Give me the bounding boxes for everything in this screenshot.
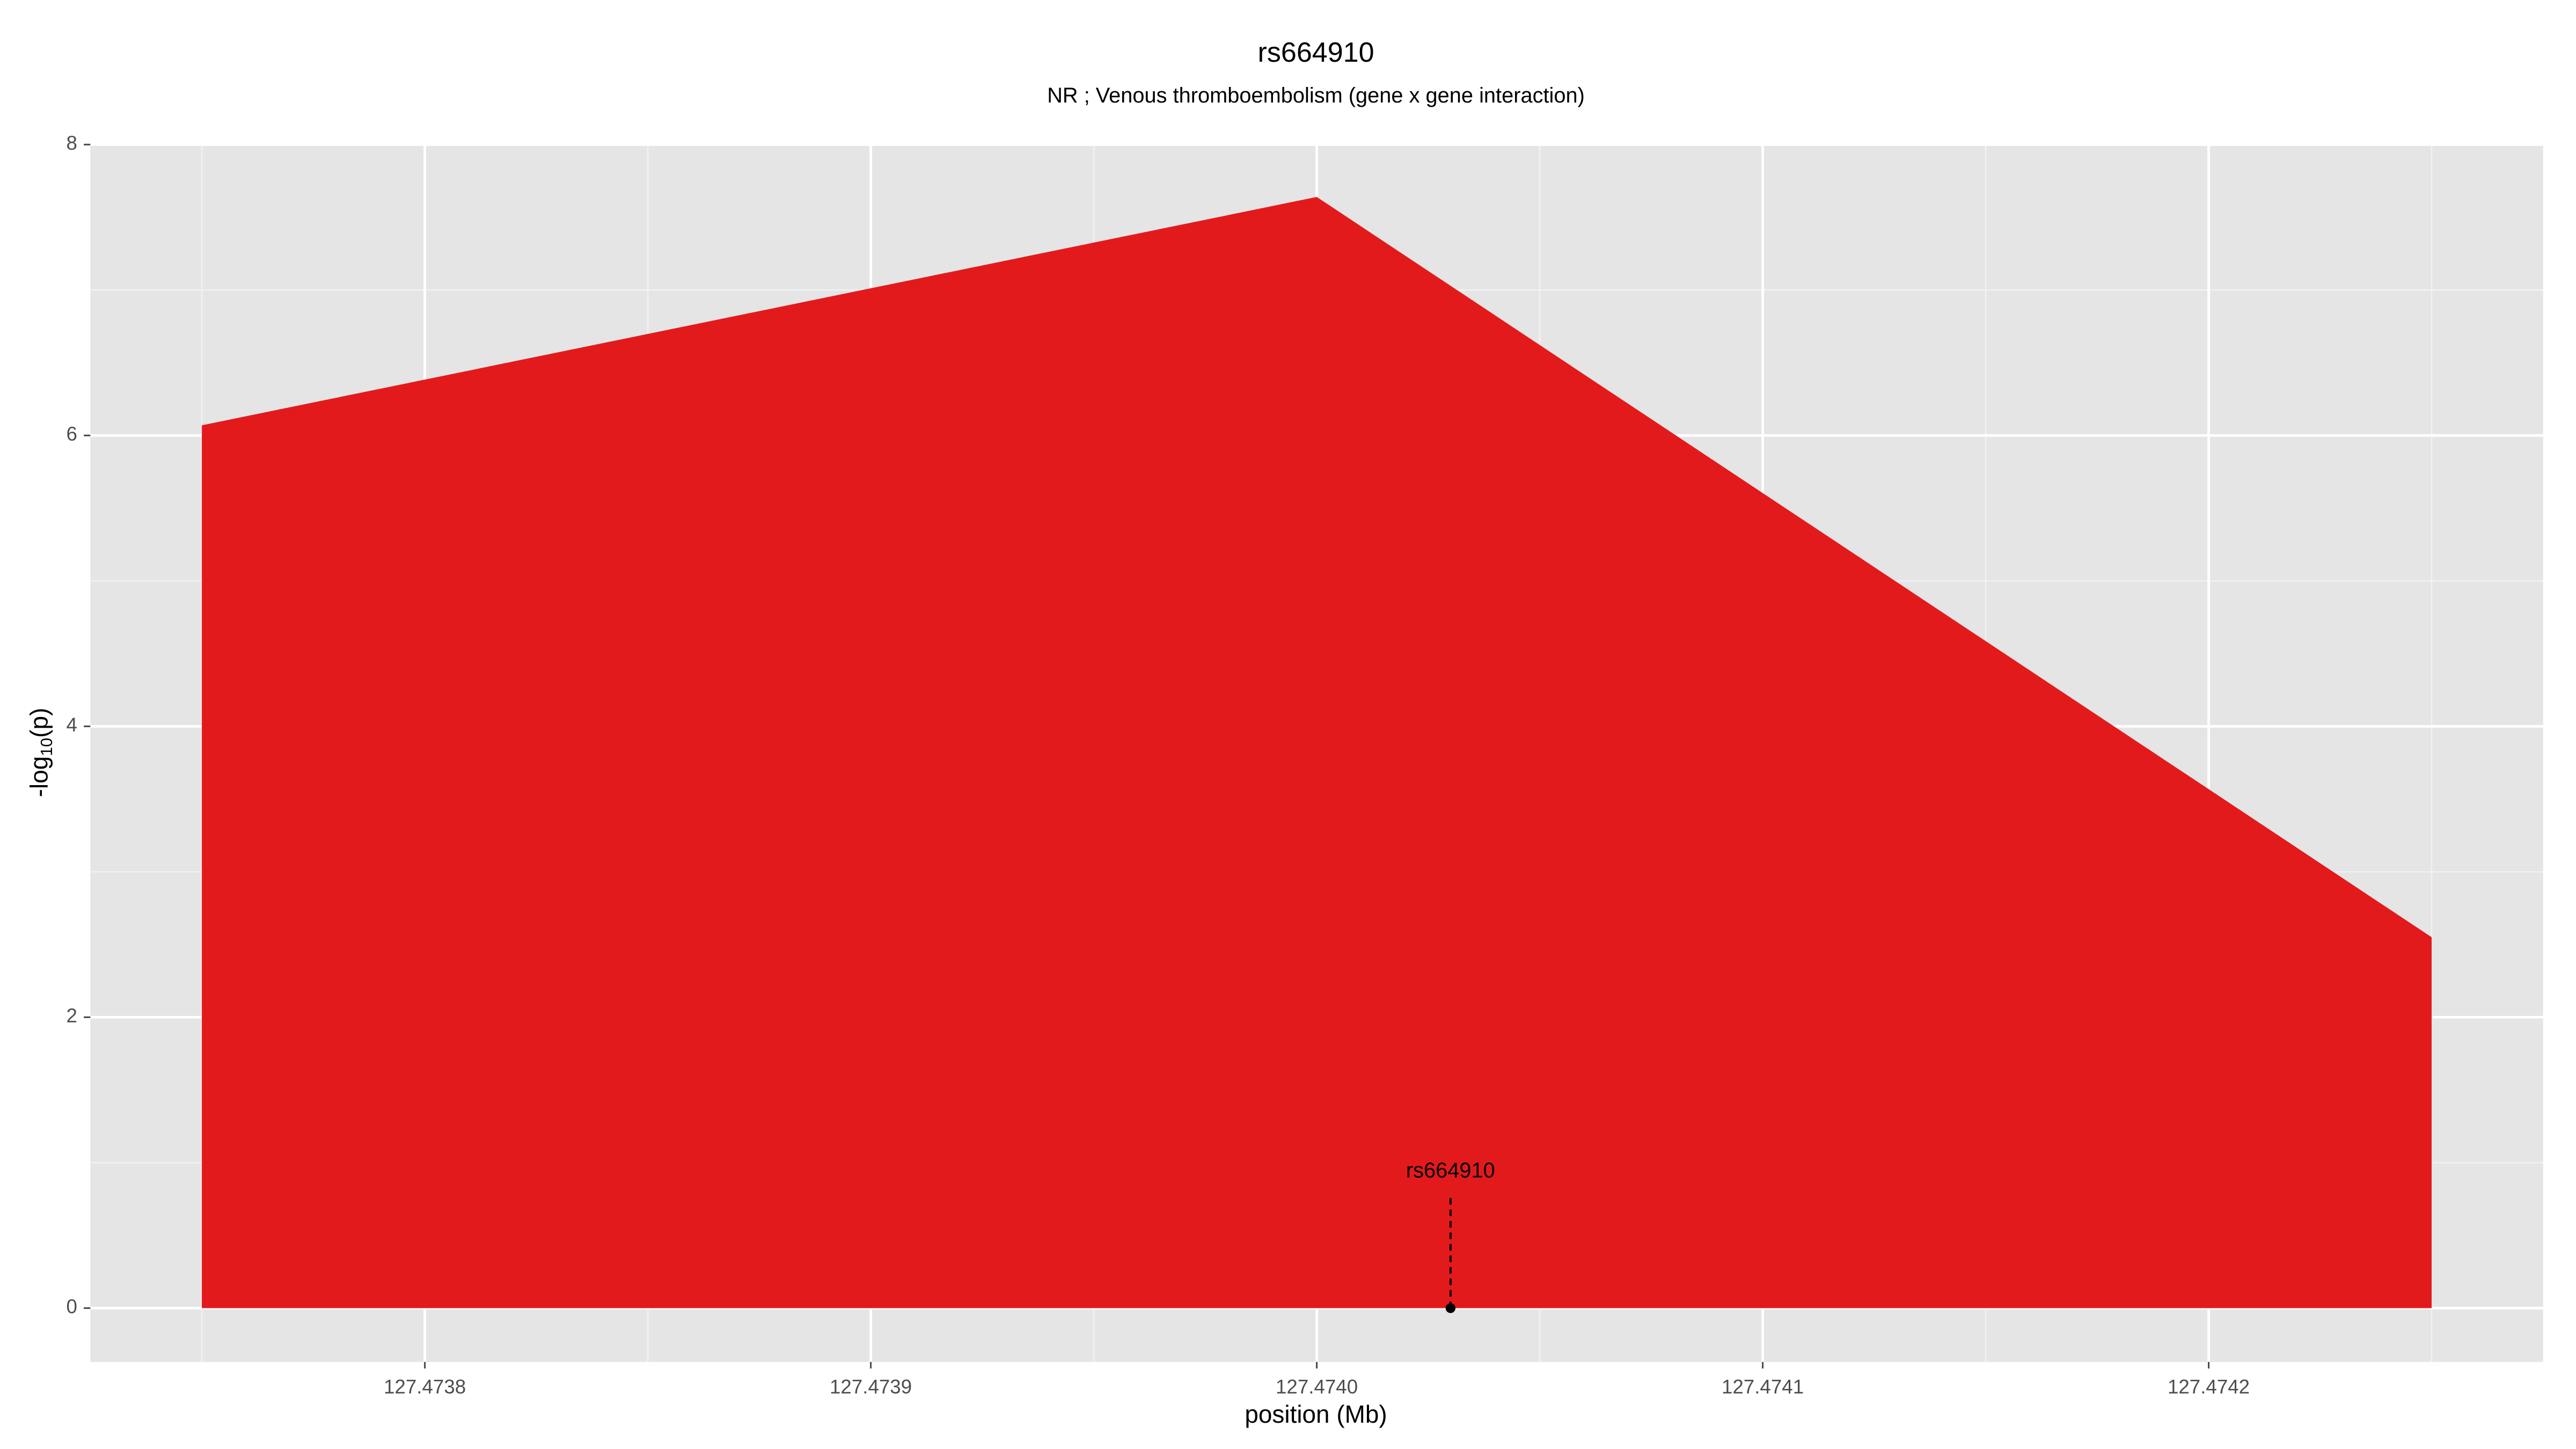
x-tick-label: 127.4740 [1276, 1375, 1358, 1397]
y-axis-title-sub: 10 [38, 738, 56, 756]
x-tick-label: 127.4742 [2168, 1375, 2250, 1397]
y-tick-label: 0 [66, 1296, 77, 1318]
area [202, 196, 2432, 1308]
x-tick-label: 127.4741 [1722, 1375, 1804, 1397]
annotation-point [1445, 1303, 1456, 1313]
x-axis-title: position (Mb) [1245, 1400, 1387, 1428]
annotation-label: rs664910 [1406, 1159, 1495, 1182]
x-tick-label: 127.4739 [830, 1375, 912, 1397]
y-tick-label: 8 [66, 132, 77, 154]
y-tick-label: 4 [66, 714, 77, 736]
y-axis-title-part: (p) [25, 708, 53, 738]
chart-title: rs664910 [1258, 37, 1374, 68]
y-tick-label: 2 [66, 1005, 77, 1027]
y-axis-title-part: -log [25, 756, 53, 797]
y-tick-label: 6 [66, 423, 77, 445]
chart-subtitle: NR ; Venous thromboembolism (gene x gene… [1047, 84, 1585, 107]
y-axis-title: -log10(p) [25, 708, 56, 797]
x-tick-label: 127.4738 [384, 1375, 466, 1397]
